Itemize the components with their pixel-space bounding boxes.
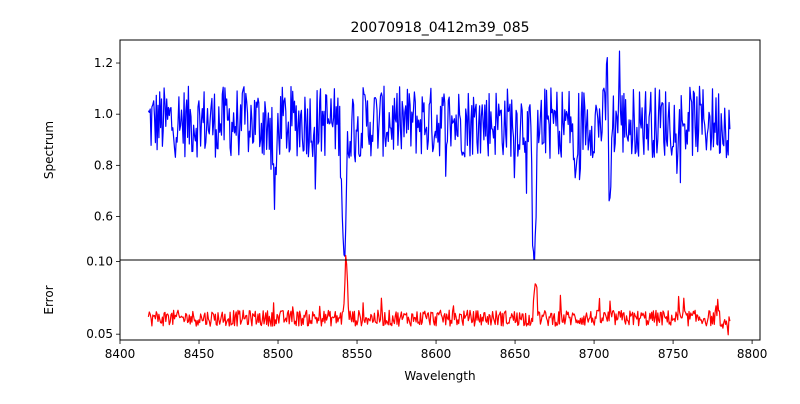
error-y-tick-label: 0.05 (86, 327, 113, 341)
spectrum-y-tick-label: 1.0 (94, 107, 113, 121)
error-y-axis-label: Error (42, 285, 56, 314)
spectrum-series-line (147, 50, 731, 269)
error-x-tick-label: 8800 (737, 347, 768, 361)
error-panel: 8400 8450 8500 8550 8600 8650 8700 8750 8800 0.0… (42, 254, 767, 383)
spectrum-y-ticks: 0.6 0.8 1.0 1.2 (94, 56, 120, 224)
spectrum-y-tick-label: 1.2 (94, 56, 113, 70)
error-y-tick-label: 0.10 (86, 254, 113, 268)
spectrum-panel: 0.6 0.8 1.0 1.2 Spectrum (42, 39, 761, 269)
error-x-tick-label: 8600 (421, 347, 452, 361)
error-plot-area (120, 260, 760, 340)
error-y-ticks: 0.05 0.10 (86, 254, 120, 341)
error-x-tick-label: 8700 (579, 347, 610, 361)
spectrum-y-tick-label: 0.6 (94, 210, 113, 224)
chart-title: 20070918_0412m39_085 (350, 20, 529, 36)
x-axis-label: Wavelength (404, 369, 475, 383)
error-x-tick-label: 8400 (105, 347, 136, 361)
error-x-ticks: 8400 8450 8500 8550 8600 8650 8700 8750 8800 (105, 340, 768, 361)
error-x-tick-label: 8750 (658, 347, 689, 361)
error-x-tick-label: 8650 (500, 347, 531, 361)
error-x-tick-label: 8450 (184, 347, 215, 361)
error-x-tick-label: 8500 (263, 347, 294, 361)
spectrum-y-tick-label: 0.8 (94, 158, 113, 172)
error-x-tick-label: 8550 (342, 347, 373, 361)
error-series-line (147, 254, 731, 336)
spectrum-y-axis-label: Spectrum (42, 121, 56, 179)
error-plot-frame (119, 259, 761, 341)
